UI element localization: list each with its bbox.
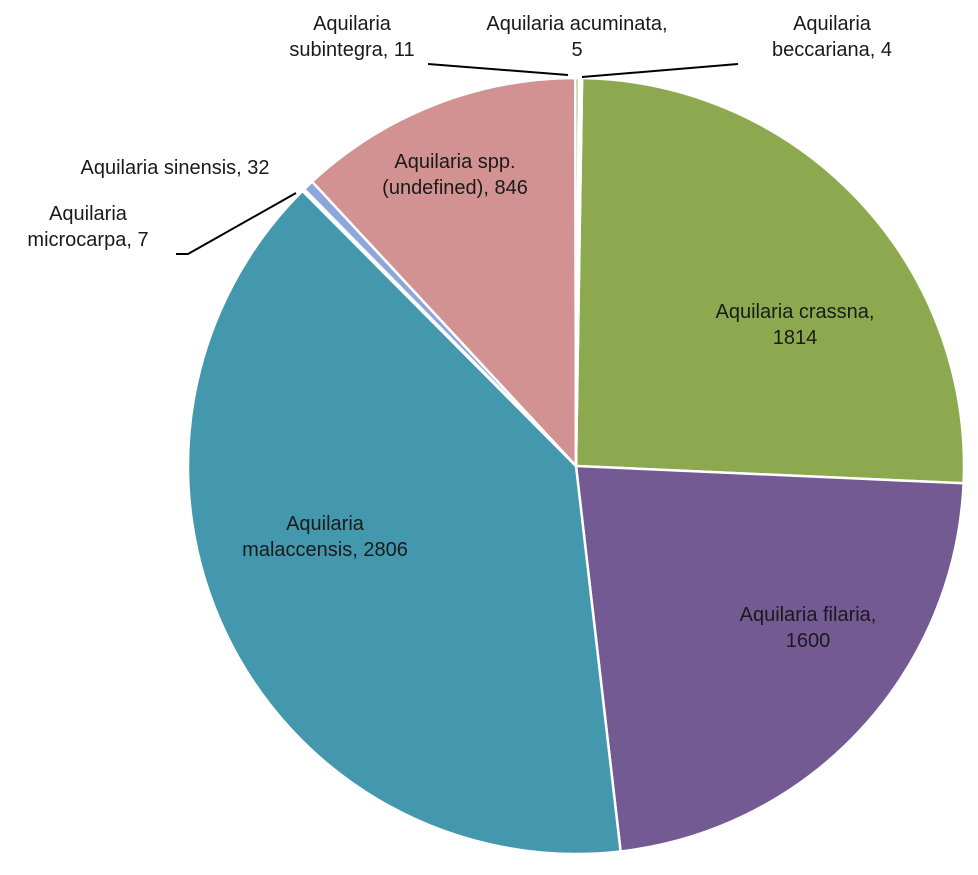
slice-label-line: Aquilaria filaria, <box>740 604 877 626</box>
slice-label-line: Aquilaria <box>313 13 392 35</box>
pie-slice <box>574 76 966 485</box>
leader-lines <box>176 63 739 255</box>
leader-line <box>427 63 569 76</box>
slice-label-line: (undefined), 846 <box>382 177 528 199</box>
slice-label-line: Aquilaria <box>286 513 365 535</box>
slice-label: Aquilaria malaccensis, 2806 <box>242 513 408 561</box>
slice-label-line: malaccensis, 2806 <box>242 539 408 561</box>
slice-label: Aquilaria crassna, 1814 <box>716 301 875 349</box>
slice-label-line: Aquilaria crassna, <box>716 301 875 323</box>
slice-label: Aquilaria microcarpa, 7 <box>27 203 148 251</box>
slice-label-line: Aquilaria sinensis, 32 <box>81 157 270 179</box>
slice-label: Aquilaria acuminata, 5 <box>486 13 667 61</box>
slice-label: Aquilaria filaria, 1600 <box>740 604 877 652</box>
slice-label: Aquilaria sinensis, 32 <box>81 157 270 179</box>
slice-label-line: 5 <box>571 39 582 61</box>
leader-line <box>581 63 739 78</box>
slice-label-line: beccariana, 4 <box>772 39 892 61</box>
slice-labels: Aquilaria crassna, 1814 Aquilaria filaria,… <box>27 13 892 652</box>
slice-label-line: subintegra, 11 <box>289 39 414 61</box>
slice-label-line: 1814 <box>773 327 818 349</box>
slice-label-line: microcarpa, 7 <box>27 229 148 251</box>
slice-label-line: 1600 <box>786 630 831 652</box>
pie-outline <box>187 77 965 855</box>
slice-label-line: Aquilaria acuminata, <box>486 13 667 35</box>
slice-label: Aquilaria beccariana, 4 <box>772 13 892 61</box>
slice-label-line: Aquilaria <box>793 13 872 35</box>
pie-slice <box>574 464 965 853</box>
leader-line <box>176 192 297 255</box>
pie-slices <box>186 76 966 856</box>
slice-label: Aquilaria subintegra, 11 <box>289 13 414 61</box>
slice-label-line: Aquilaria <box>49 203 128 225</box>
slice-label: Aquilaria spp. (undefined), 846 <box>382 151 528 199</box>
slice-label-line: Aquilaria spp. <box>394 151 515 173</box>
